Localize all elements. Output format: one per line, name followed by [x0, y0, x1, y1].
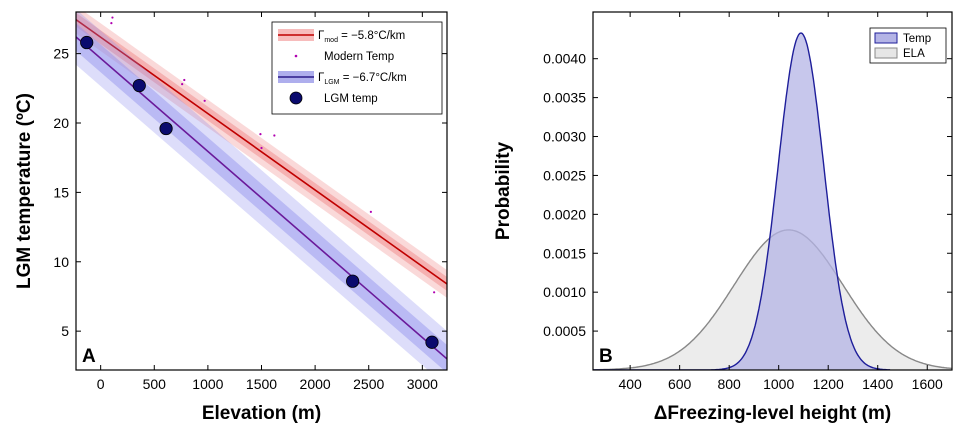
x-tick-label: 500 — [143, 376, 167, 392]
y-tick-label: 25 — [53, 46, 69, 62]
modern-temp-point — [111, 16, 114, 19]
y-tick-label: 0.0040 — [543, 51, 586, 67]
x-tick-label: 1200 — [813, 376, 844, 392]
legend-dot-swatch — [294, 54, 298, 58]
modern-temp-point — [369, 210, 372, 213]
x-tick-label: 2000 — [300, 376, 331, 392]
x-tick-label: 800 — [717, 376, 741, 392]
legend-label: LGM temp — [324, 93, 378, 105]
legend-label: ΓLGM = −6.7°C/km — [318, 72, 407, 86]
y-tick-label: 20 — [53, 115, 69, 131]
x-tick-label: 1000 — [763, 376, 794, 392]
x-axis-label: ΔFreezing-level height (m) — [654, 403, 891, 424]
modern-temp-point — [433, 291, 436, 294]
panel-label: A — [82, 346, 96, 367]
legend-marker-swatch — [289, 91, 303, 105]
legend-label: Temp — [903, 33, 931, 45]
legend-subscript: LGM — [324, 79, 339, 86]
x-tick-label: 3000 — [407, 376, 438, 392]
modern-temp-point — [259, 133, 262, 136]
panel-label: B — [599, 346, 613, 367]
y-tick-label: 0.0025 — [543, 167, 586, 183]
regression-line — [76, 18, 447, 285]
legend-swatch — [874, 47, 898, 59]
y-axis-label: Probability — [493, 141, 514, 240]
legend-symbol: Γ — [318, 72, 325, 84]
modern-temp-point — [260, 146, 263, 150]
legend-label: Modern Temp — [324, 51, 394, 63]
lgm-temp-point — [346, 274, 360, 288]
modern-temp-point — [110, 22, 113, 25]
x-tick-label: 0 — [97, 376, 105, 392]
modern-temp-point — [203, 99, 206, 102]
distribution-area-temp — [593, 33, 891, 370]
x-tick-label: 1400 — [862, 376, 893, 392]
y-tick-label: 10 — [53, 254, 69, 270]
x-tick-label: 2500 — [353, 376, 384, 392]
lgm-temp-point — [159, 121, 173, 136]
legend-symbol: Γ — [318, 30, 325, 42]
legend-rate: = −5.8°C/km — [338, 30, 405, 42]
x-tick-label: 1500 — [246, 376, 277, 392]
y-tick-label: 0.0030 — [543, 129, 586, 145]
modern-temp-point — [273, 134, 276, 137]
x-tick-label: 400 — [618, 376, 642, 392]
distribution-curve-temp — [593, 32, 891, 370]
lgm-temp-point — [425, 335, 439, 349]
y-tick-label: 0.0010 — [543, 284, 586, 300]
confidence-band — [76, 12, 447, 298]
legend: Temp ELA — [869, 27, 947, 64]
plot-frame — [592, 11, 953, 371]
lgm-temp-point — [132, 78, 146, 93]
lgm-temp-point — [80, 35, 94, 50]
legend-swatch — [874, 32, 898, 44]
y-tick-label: 5 — [61, 323, 69, 339]
y-tick-label: 15 — [53, 184, 69, 200]
legend-rate: = −6.7°C/km — [340, 72, 407, 84]
x-tick-label: 1000 — [192, 376, 223, 392]
x-tick-label: 600 — [668, 376, 692, 392]
y-tick-label: 0.0035 — [543, 90, 586, 106]
legend-label: ELA — [903, 48, 925, 60]
legend-subscript: mod — [324, 37, 338, 44]
x-axis-label: Elevation (m) — [202, 403, 321, 424]
plot-area-b — [593, 32, 952, 370]
legend-label: Γmod = −5.8°C/km — [318, 30, 405, 44]
y-tick-label: 0.0005 — [543, 323, 586, 339]
y-tick-label: 0.0015 — [543, 245, 586, 261]
y-tick-label: 0.0020 — [543, 206, 586, 222]
y-axis-label: LGM temperature (ºC) — [14, 93, 35, 289]
modern-temp-point — [181, 83, 184, 86]
modern-temp-point — [183, 78, 186, 82]
x-tick-label: 1600 — [912, 376, 943, 392]
